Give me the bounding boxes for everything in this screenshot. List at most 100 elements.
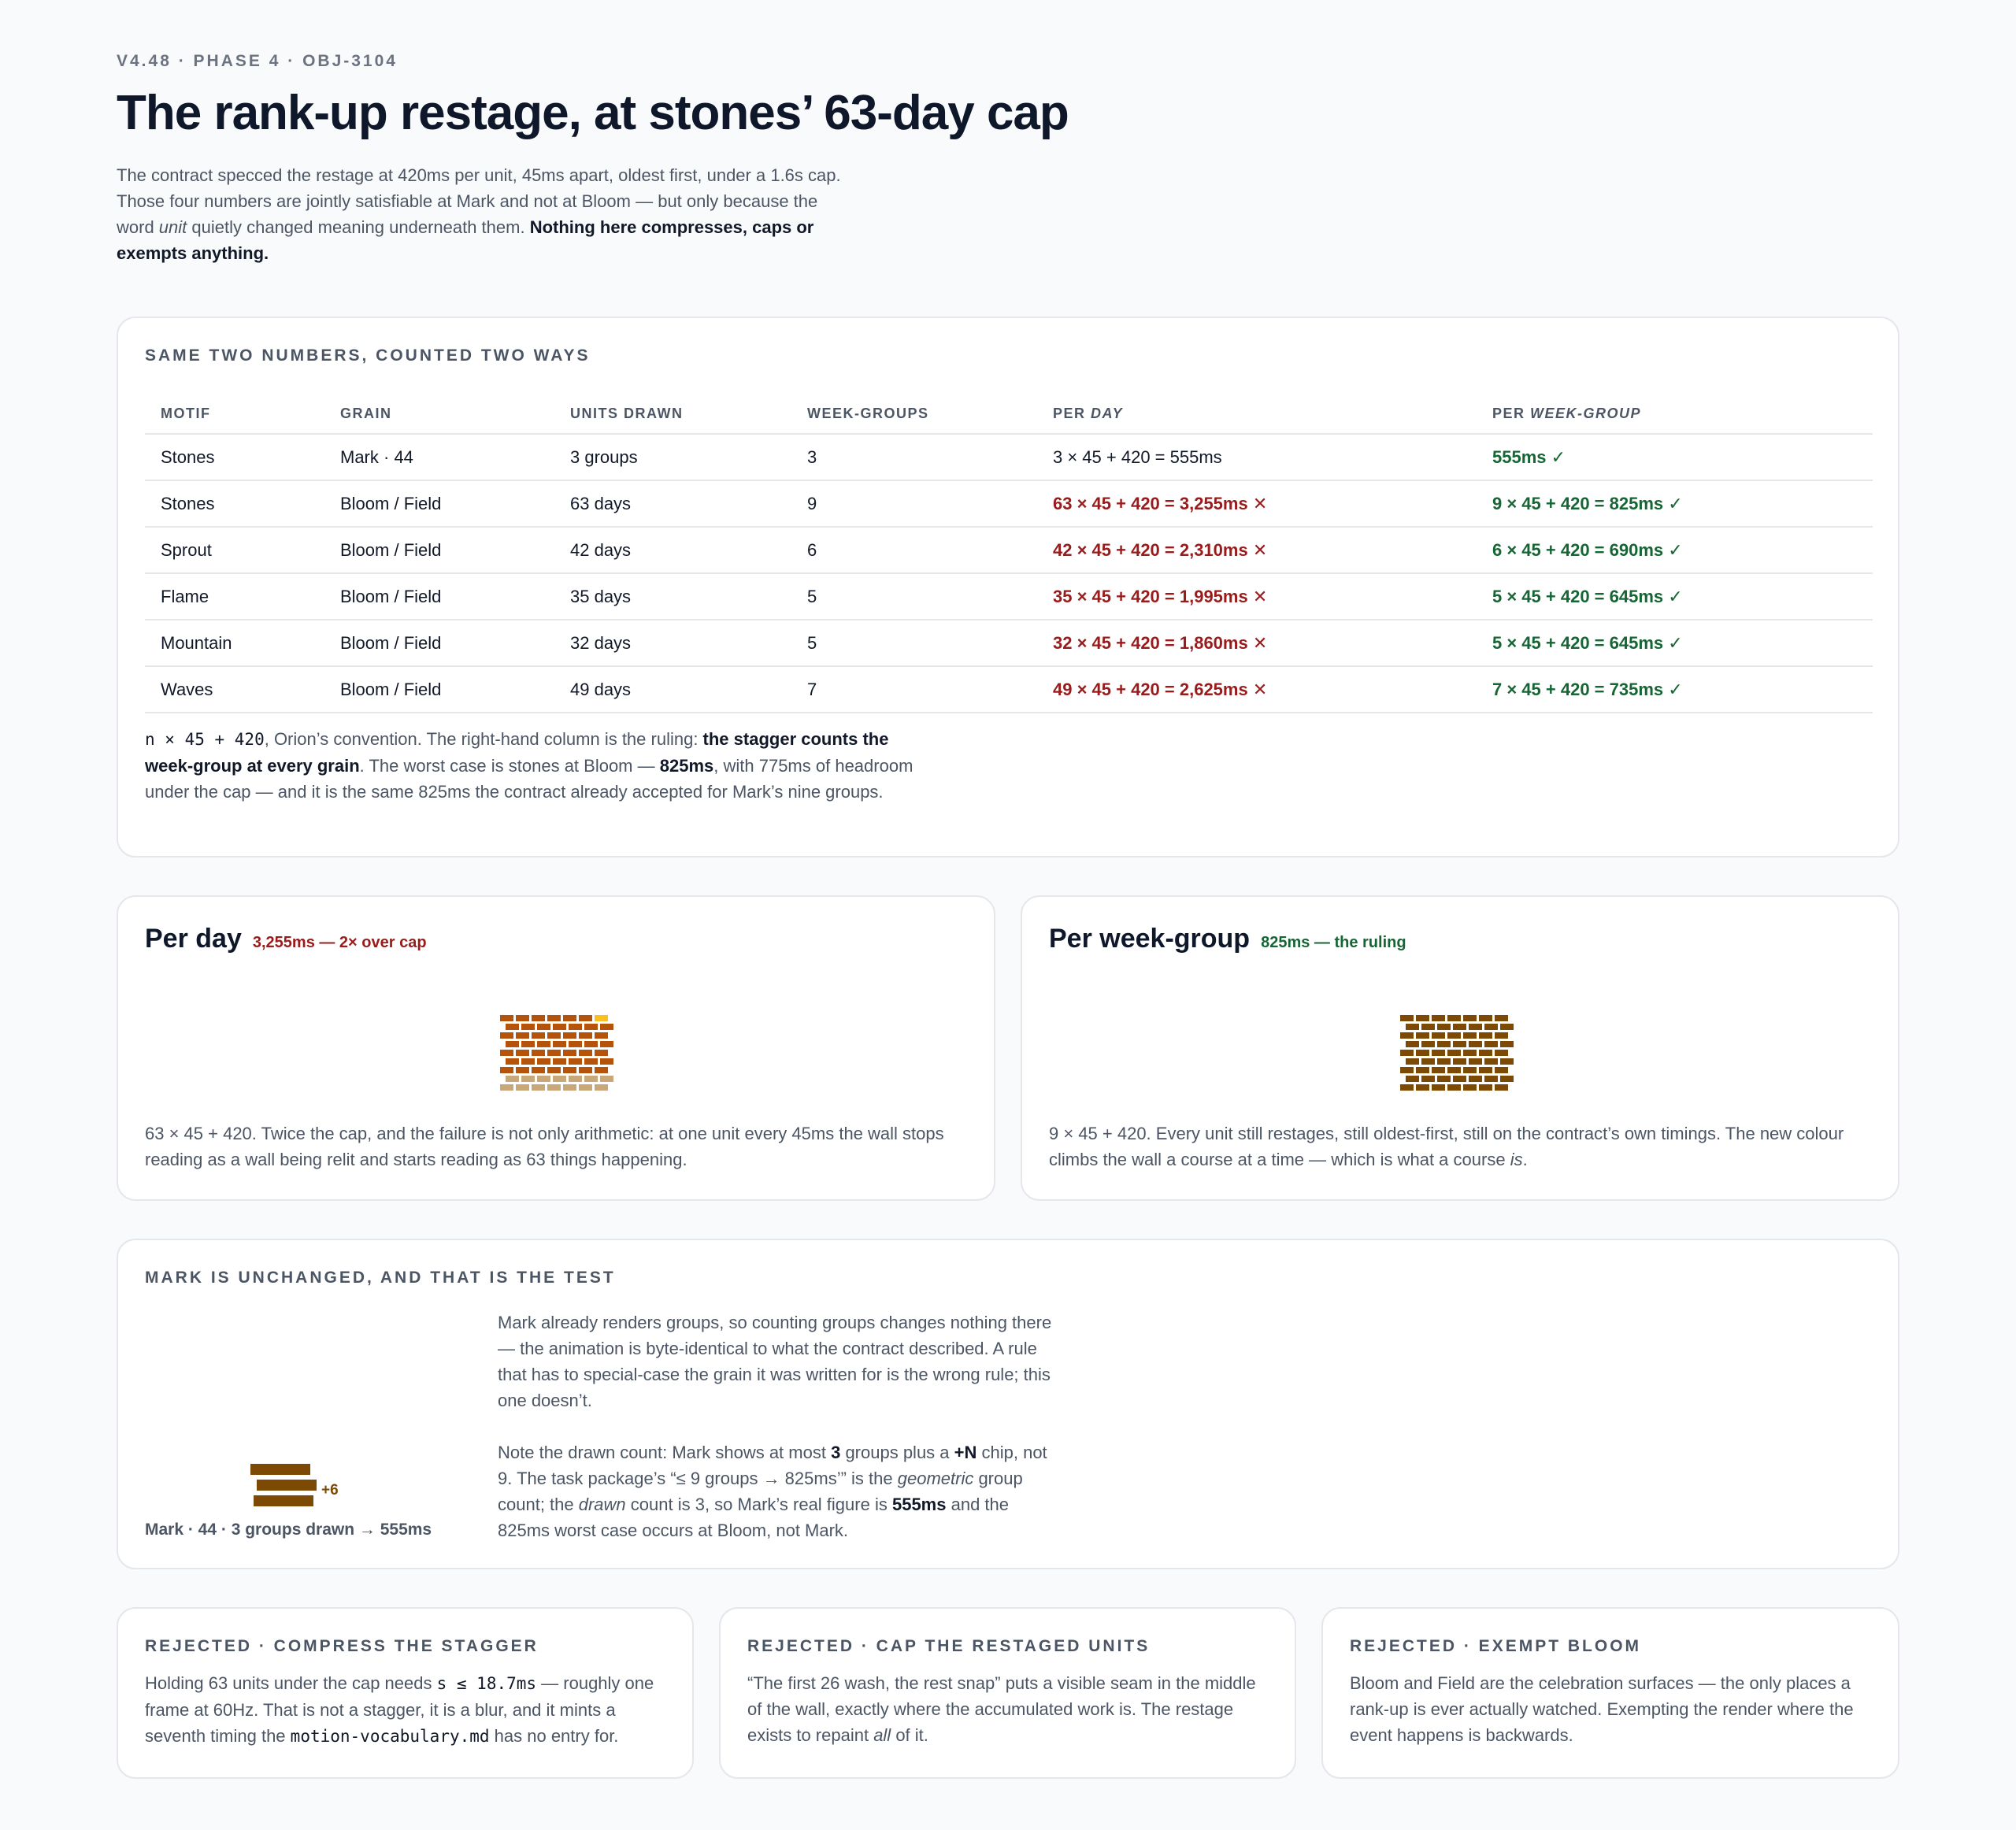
brick xyxy=(563,1015,576,1021)
cell-grain: Bloom / Field xyxy=(324,666,554,713)
brick xyxy=(537,1041,550,1047)
brick xyxy=(532,1084,545,1091)
brick xyxy=(1479,1067,1492,1073)
brick xyxy=(1479,1050,1492,1056)
col-per-group-prefix: PER xyxy=(1492,405,1531,421)
per-week-group-tag: 825ms — the ruling xyxy=(1261,934,1406,951)
brick xyxy=(532,1050,545,1056)
brick xyxy=(537,1076,550,1082)
rejected-text: Holding 63 units under the cap needs s ≤… xyxy=(145,1670,673,1750)
cell-per-group: 5 × 45 + 420 = 645ms ✓ xyxy=(1477,573,1873,620)
cell-per-group: 6 × 45 + 420 = 690ms ✓ xyxy=(1477,527,1873,574)
brick xyxy=(579,1050,592,1056)
cell-per-group: 7 × 45 + 420 = 735ms ✓ xyxy=(1477,666,1873,713)
brick xyxy=(516,1084,529,1091)
per-week-group-heading: Per week-group 825ms — the ruling xyxy=(1049,924,1406,954)
per-week-group-panel: Per week-group 825ms — the ruling 9 × 45 … xyxy=(1021,895,1899,1201)
cell-per-day: 32 × 45 + 420 = 1,860ms ✕ xyxy=(1037,620,1477,667)
intro-paragraph: The contract specced the restage at 420m… xyxy=(117,162,857,266)
table-row: Waves Bloom / Field 49 days 7 49 × 45 + … xyxy=(145,666,1873,713)
per-day-text: 63 × 45 + 420. Twice the cap, and the fa… xyxy=(145,1124,944,1169)
brick xyxy=(537,1058,550,1065)
brick xyxy=(500,1032,513,1039)
rejected-code: s ≤ 18.7ms xyxy=(436,1674,537,1693)
mark-card: MARK IS UNCHANGED, AND THAT IS THE TEST … xyxy=(117,1239,1899,1569)
brick xyxy=(1421,1041,1435,1047)
brick xyxy=(500,1050,513,1056)
brick xyxy=(1469,1041,1482,1047)
brick-wall-per-day xyxy=(500,1015,613,1091)
rejected-kicker: REJECTED · COMPRESS THE STAGGER xyxy=(145,1637,539,1655)
per-day-panel: Per day 3,255ms — 2× over cap 63 × 45 + 4… xyxy=(117,895,995,1201)
rejected-kicker: REJECTED · CAP THE RESTAGED UNITS xyxy=(747,1637,1151,1655)
note-text-1: , Orion’s convention. The right-hand col… xyxy=(264,729,703,749)
comparison-table: MOTIF GRAIN UNITS DRAWN WEEK-GROUPS PER … xyxy=(145,394,1873,713)
table-row: Stones Mark · 44 3 groups 3 3 × 45 + 420… xyxy=(145,434,1873,481)
brick xyxy=(1463,1050,1477,1056)
page-title: The rank-up restage, at stones’ 63-day c… xyxy=(117,86,1069,140)
brick xyxy=(1479,1015,1492,1021)
brick xyxy=(579,1015,592,1021)
mark-group-bar xyxy=(254,1495,313,1506)
brick xyxy=(1437,1058,1451,1065)
brick xyxy=(1447,1032,1461,1039)
cell-motif: Stones xyxy=(145,434,324,481)
comparison-card: SAME TWO NUMBERS, COUNTED TWO WAYS MOTIF… xyxy=(117,317,1899,858)
mark-paragraph-2: Note the drawn count: Mark shows at most… xyxy=(498,1439,1065,1543)
brick xyxy=(1463,1084,1477,1091)
brick xyxy=(516,1067,529,1073)
brick xyxy=(1479,1084,1492,1091)
brick xyxy=(1484,1024,1498,1030)
cell-grain: Bloom / Field xyxy=(324,527,554,574)
brick xyxy=(584,1041,598,1047)
brick xyxy=(579,1032,592,1039)
per-week-group-text: 9 × 45 + 420. Every unit still restages,… xyxy=(1049,1121,1876,1172)
comparison-kicker: SAME TWO NUMBERS, COUNTED TWO WAYS xyxy=(145,346,591,365)
brick xyxy=(1495,1084,1508,1091)
brick xyxy=(584,1058,598,1065)
brick xyxy=(1432,1050,1445,1056)
mark-p2-em: geometric xyxy=(897,1469,974,1488)
table-row: Stones Bloom / Field 63 days 9 63 × 45 +… xyxy=(145,480,1873,528)
plus-n-chip: +6 xyxy=(321,1482,339,1498)
cell-per-day: 63 × 45 + 420 = 3,255ms ✕ xyxy=(1037,480,1477,528)
brick xyxy=(595,1032,608,1039)
per-week-group-emphasis: is xyxy=(1510,1150,1523,1169)
cell-units: 42 days xyxy=(554,527,791,574)
brick xyxy=(1416,1032,1429,1039)
cell-motif: Flame xyxy=(145,573,324,620)
rejected-text: “The first 26 wash, the rest snap” puts … xyxy=(747,1670,1275,1748)
brick xyxy=(537,1024,550,1030)
rejected-compress-card: REJECTED · COMPRESS THE STAGGER Holding … xyxy=(117,1607,694,1779)
brick xyxy=(1406,1041,1419,1047)
brick xyxy=(516,1015,529,1021)
rejected-text-part: has no entry for. xyxy=(489,1726,619,1746)
brick xyxy=(553,1058,566,1065)
per-week-group-title: Per week-group xyxy=(1049,924,1251,954)
brick xyxy=(1453,1076,1466,1082)
rejected-text: Bloom and Field are the celebration surf… xyxy=(1350,1673,1854,1745)
cell-per-day: 49 × 45 + 420 = 2,625ms ✕ xyxy=(1037,666,1477,713)
rejected-emphasis: all xyxy=(873,1725,891,1745)
note-text-2: . The worst case is stones at Bloom — xyxy=(359,756,660,776)
brick xyxy=(1500,1041,1514,1047)
col-week-groups: WEEK-GROUPS xyxy=(791,394,1037,435)
brick xyxy=(1421,1076,1435,1082)
brick xyxy=(506,1076,519,1082)
brick xyxy=(569,1076,582,1082)
brick xyxy=(600,1024,613,1030)
mark-p2-text: and the 825ms worst case occurs at Bloom… xyxy=(498,1495,1009,1540)
brick xyxy=(1432,1032,1445,1039)
brick xyxy=(579,1084,592,1091)
rejected-exempt-card: REJECTED · EXEMPT BLOOM Bloom and Field … xyxy=(1321,1607,1899,1779)
note-bold-2: 825ms xyxy=(659,756,714,776)
brick xyxy=(600,1076,613,1082)
cell-motif: Sprout xyxy=(145,527,324,574)
brick xyxy=(1432,1084,1445,1091)
per-day-tag: 3,255ms — 2× over cap xyxy=(252,934,427,951)
mark-group-bar xyxy=(250,1464,310,1475)
cell-groups: 5 xyxy=(791,573,1037,620)
rejected-cap-card: REJECTED · CAP THE RESTAGED UNITS “The f… xyxy=(719,1607,1296,1779)
brick xyxy=(600,1058,613,1065)
